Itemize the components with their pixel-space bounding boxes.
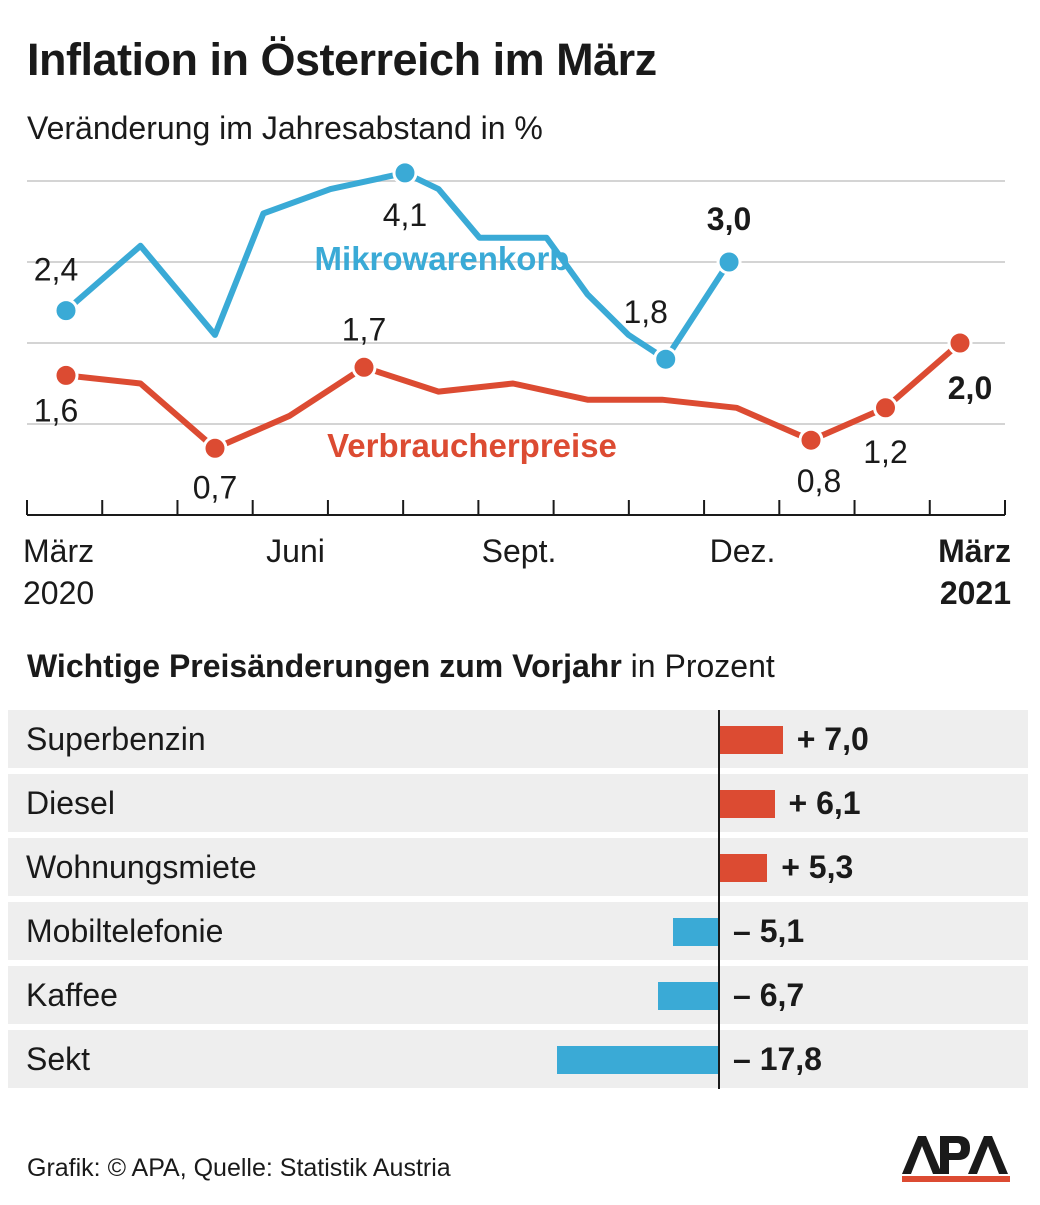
x-tick-label: 2020 bbox=[23, 575, 94, 611]
bar-category-label: Kaffee bbox=[26, 977, 118, 1013]
x-tick-label: März bbox=[23, 533, 94, 569]
data-label: 1,7 bbox=[342, 311, 386, 347]
bar-value-label: – 5,1 bbox=[733, 913, 805, 949]
bar-row: Sekt – 17,8 bbox=[8, 1030, 1028, 1088]
bar-category-label: Mobiltelefonie bbox=[26, 913, 224, 949]
bar bbox=[719, 726, 783, 754]
bar-category-label: Diesel bbox=[26, 785, 115, 821]
bar-chart: Superbenzin + 7,0 Diesel + 6,1 Wohnungsmiete… bbox=[8, 710, 1028, 1094]
data-label: 0,8 bbox=[797, 463, 841, 499]
bar-value-label: – 6,7 bbox=[733, 977, 805, 1013]
chart-subtitle: Veränderung im Jahresabstand in % bbox=[27, 110, 543, 146]
bar-zero-axis bbox=[718, 710, 720, 1089]
bar bbox=[719, 790, 775, 818]
bar bbox=[672, 918, 719, 946]
data-label: 1,8 bbox=[623, 294, 667, 330]
data-label: 3,0 bbox=[707, 201, 751, 237]
bar-row: Wohnungsmiete + 5,3 bbox=[8, 838, 1028, 896]
bar bbox=[658, 982, 719, 1010]
bars-heading-rest: in Prozent bbox=[621, 648, 775, 684]
data-point bbox=[53, 362, 79, 388]
bar-value-label: + 7,0 bbox=[796, 721, 869, 757]
x-tick-label: Juni bbox=[266, 533, 325, 569]
series-label: Mikrowarenkorb bbox=[315, 240, 570, 277]
x-tick-label: Dez. bbox=[710, 533, 776, 569]
series-label: Verbraucherpreise bbox=[327, 427, 617, 464]
apa-logo bbox=[902, 1136, 1010, 1182]
source-credit: Grafik: © APA, Quelle: Statistik Austria bbox=[27, 1154, 451, 1182]
data-point bbox=[392, 160, 418, 186]
bar bbox=[557, 1046, 719, 1074]
chart-title: Inflation in Österreich im März bbox=[27, 34, 657, 85]
bar-category-label: Wohnungsmiete bbox=[26, 849, 257, 885]
data-label: 1,6 bbox=[34, 392, 78, 428]
bar-row: Mobiltelefonie – 5,1 bbox=[8, 902, 1028, 960]
data-point bbox=[202, 435, 228, 461]
data-label: 0,7 bbox=[193, 469, 237, 505]
data-point bbox=[947, 330, 973, 356]
data-label: 2,4 bbox=[34, 252, 78, 288]
x-tick-label: 2021 bbox=[940, 575, 1011, 611]
bar-category-label: Sekt bbox=[26, 1041, 91, 1077]
data-point bbox=[798, 427, 824, 453]
x-tick-label: Sept. bbox=[482, 533, 557, 569]
data-point bbox=[653, 346, 679, 372]
data-label: 1,2 bbox=[863, 434, 907, 470]
line-chart: März 2020 Juni Sept. Dez. März 2021 2,4 4,1 1,8 3,… bbox=[23, 160, 1011, 611]
bar-row: Kaffee – 6,7 bbox=[8, 966, 1028, 1024]
data-label: 4,1 bbox=[383, 197, 427, 233]
data-point bbox=[873, 395, 898, 421]
bars-heading: Wichtige Preisänderungen zum Vorjahr in … bbox=[27, 646, 775, 686]
x-tick-label: März bbox=[938, 533, 1011, 569]
data-point bbox=[351, 354, 377, 380]
bar-value-label: + 6,1 bbox=[788, 785, 861, 821]
bar bbox=[719, 854, 768, 882]
bar-category-label: Superbenzin bbox=[26, 721, 206, 757]
series-line-mikrowarenkorb bbox=[63, 169, 733, 363]
bar-row: Diesel + 6,1 bbox=[8, 774, 1028, 832]
data-point bbox=[53, 298, 79, 324]
bar-value-label: – 17,8 bbox=[733, 1041, 822, 1077]
bar-row: Superbenzin + 7,0 bbox=[8, 710, 1028, 768]
bar-value-label: + 5,3 bbox=[781, 849, 854, 885]
bars-heading-bold: Wichtige Preisänderungen zum Vorjahr bbox=[27, 648, 622, 684]
data-point bbox=[716, 249, 742, 275]
data-label: 2,0 bbox=[948, 370, 992, 406]
